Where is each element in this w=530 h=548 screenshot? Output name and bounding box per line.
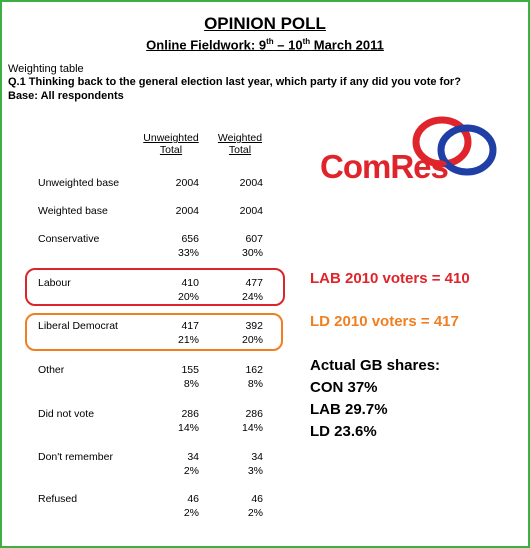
cell-pct: 8% — [247, 378, 263, 390]
column-header: Weighted — [217, 132, 263, 144]
row-label: Did not vote — [38, 408, 95, 420]
cell: 34 — [187, 451, 199, 463]
cell: 656 — [181, 233, 199, 245]
cell: 392 — [245, 320, 263, 332]
cell: 2004 — [175, 177, 199, 189]
cell-pct: 20% — [241, 334, 263, 346]
cell-pct: 30% — [241, 247, 263, 259]
row-label: Don't remember — [38, 451, 113, 463]
logo-text: ComRes — [320, 148, 449, 185]
title: OPINION POLL — [204, 14, 326, 33]
cell: 34 — [251, 451, 263, 463]
cell: 410 — [181, 277, 199, 289]
cell: 155 — [181, 364, 199, 376]
cell-pct: 3% — [247, 465, 263, 477]
superscript: th — [302, 37, 311, 46]
cell: 162 — [245, 364, 263, 376]
cell-pct: 2% — [183, 507, 199, 519]
subtitle: Online Fieldwork: 9th – 10th March 2011 — [2, 37, 528, 52]
cell-pct: 2% — [183, 465, 199, 477]
cell-pct: 2% — [247, 507, 263, 519]
subtitle-part: – 10 — [273, 37, 303, 53]
share: CON 37% — [310, 379, 378, 396]
cell-pct: 21% — [177, 334, 199, 346]
logo-ring — [437, 124, 497, 176]
cell: 286 — [181, 408, 199, 420]
annotation: LAB 2010 voters = 410 — [310, 270, 470, 287]
cell: 2004 — [239, 177, 263, 189]
cell: 607 — [245, 233, 263, 245]
row-label: Other — [38, 364, 65, 376]
cell-pct: 14% — [241, 422, 263, 434]
row-label: Labour — [38, 277, 71, 289]
ld-highlight — [25, 313, 283, 351]
column-header: Total — [159, 144, 183, 156]
row-label: Unweighted base — [38, 177, 120, 189]
row-label: Weighted base — [38, 205, 108, 217]
base: Base: All respondents — [8, 90, 124, 102]
cell-pct: 33% — [177, 247, 199, 259]
subtitle-part: March 2011 — [310, 37, 384, 53]
cell: 2004 — [175, 205, 199, 217]
row-label: Refused — [38, 493, 78, 505]
labour-highlight — [25, 268, 285, 306]
share: LAB 29.7% — [310, 401, 388, 418]
cell: 286 — [245, 408, 263, 420]
row-label: Conservative — [38, 233, 100, 245]
cell-pct: 24% — [241, 291, 263, 303]
annotation: LD 2010 voters = 417 — [310, 313, 459, 330]
cell-pct: 8% — [183, 378, 199, 390]
logo-ring — [412, 116, 472, 168]
cell: 2004 — [239, 205, 263, 217]
cell: 477 — [245, 277, 263, 289]
cell: 417 — [181, 320, 199, 332]
superscript: th — [266, 37, 274, 46]
annotation-title: Actual GB shares: — [310, 357, 441, 374]
cell-pct: 14% — [177, 422, 199, 434]
column-header: Total — [228, 144, 252, 156]
cell: 46 — [187, 493, 199, 505]
row-label: Liberal Democrat — [38, 320, 118, 332]
question: Q.1 Thinking back to the general electio… — [8, 76, 461, 88]
column-header: Unweighted — [143, 132, 199, 144]
subtitle-part: Online Fieldwork: 9 — [146, 37, 267, 53]
cell: 46 — [251, 493, 263, 505]
table-label: Weighting table — [8, 63, 84, 75]
share: LD 23.6% — [310, 423, 377, 440]
cell-pct: 20% — [177, 291, 199, 303]
